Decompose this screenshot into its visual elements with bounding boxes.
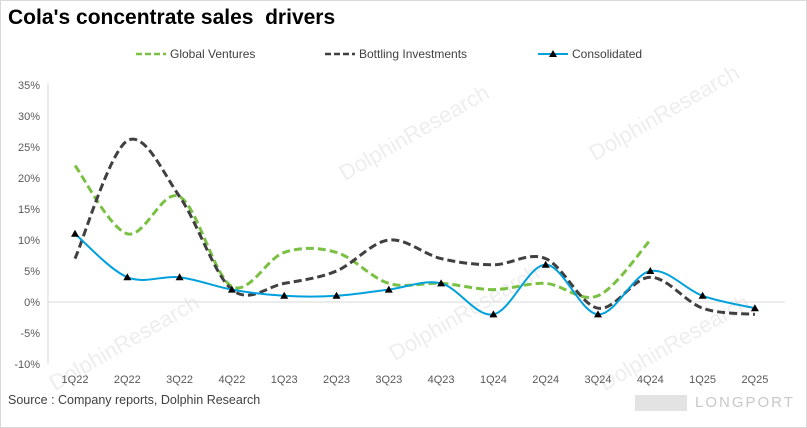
x-tick-label: 1Q23	[271, 374, 298, 386]
legend-dash-green-icon	[136, 52, 166, 56]
y-tick-label: 10%	[18, 235, 40, 247]
x-tick-label: 1Q22	[62, 374, 89, 386]
consolidated-marker	[594, 310, 602, 318]
consolidated-marker	[280, 291, 289, 299]
x-tick-label: 4Q23	[428, 374, 455, 386]
consolidated-marker	[489, 310, 498, 318]
y-tick-label: -5%	[20, 328, 40, 340]
x-tick-label: 2Q24	[532, 374, 559, 386]
consolidated-marker	[175, 273, 184, 281]
series-consolidated-line	[74, 233, 756, 316]
x-tick-label: 4Q22	[218, 374, 245, 386]
series-bottling-investments-line	[73, 137, 756, 316]
x-tick-label: 1Q25	[689, 374, 716, 386]
consolidated-marker	[437, 279, 446, 287]
source-note: Source : Company reports, Dolphin Resear…	[8, 393, 261, 407]
chart-title: Cola's concentrate sales drivers	[8, 6, 336, 29]
consolidated-marker	[384, 285, 393, 293]
y-tick-label: 35%	[18, 80, 40, 92]
y-tick-label: 20%	[18, 173, 40, 185]
series-global-ventures-line	[73, 164, 652, 299]
consolidated-marker	[750, 304, 759, 312]
y-tick-label: 15%	[18, 204, 40, 216]
legend-label: Bottling Investments	[359, 47, 468, 61]
consolidated-marker	[646, 267, 655, 274]
x-tick-label: 1Q24	[480, 374, 507, 386]
y-tick-label: 5%	[24, 266, 40, 278]
x-tick-label: 2Q22	[114, 374, 141, 386]
x-tick-label: 2Q23	[323, 374, 350, 386]
x-tick-label: 3Q24	[585, 374, 612, 386]
consolidated-marker	[227, 285, 236, 293]
consolidated-marker	[71, 229, 79, 237]
consolidated-marker	[332, 291, 341, 299]
legend-consolidated: Consolidated	[538, 47, 642, 61]
brand-text: LONGPORT	[695, 394, 795, 411]
legend-line-triangle-icon	[538, 50, 568, 57]
consolidated-marker	[541, 260, 550, 268]
x-tick-label: 2Q25	[741, 374, 768, 386]
legend-bottling-investments: Bottling Investments	[325, 47, 467, 61]
consolidated-marker	[123, 273, 132, 281]
legend-label: Global Ventures	[170, 47, 256, 61]
x-tick-label: 4Q24	[637, 374, 664, 386]
brand-logo-icon	[635, 394, 687, 411]
legend-label: Consolidated	[572, 47, 643, 61]
consolidated-marker	[698, 291, 707, 299]
legend-global-ventures: Global Ventures	[136, 47, 255, 61]
y-tick-label: 30%	[18, 111, 40, 123]
y-tick-label: 0%	[24, 297, 40, 309]
legend-dash-gray-icon	[325, 52, 355, 56]
y-tick-label: 25%	[18, 142, 40, 154]
y-tick-label: -10%	[14, 359, 40, 371]
x-tick-label: 3Q23	[375, 374, 402, 386]
x-tick-label: 3Q22	[166, 374, 193, 386]
brand-watermark: LONGPORT	[635, 394, 795, 411]
